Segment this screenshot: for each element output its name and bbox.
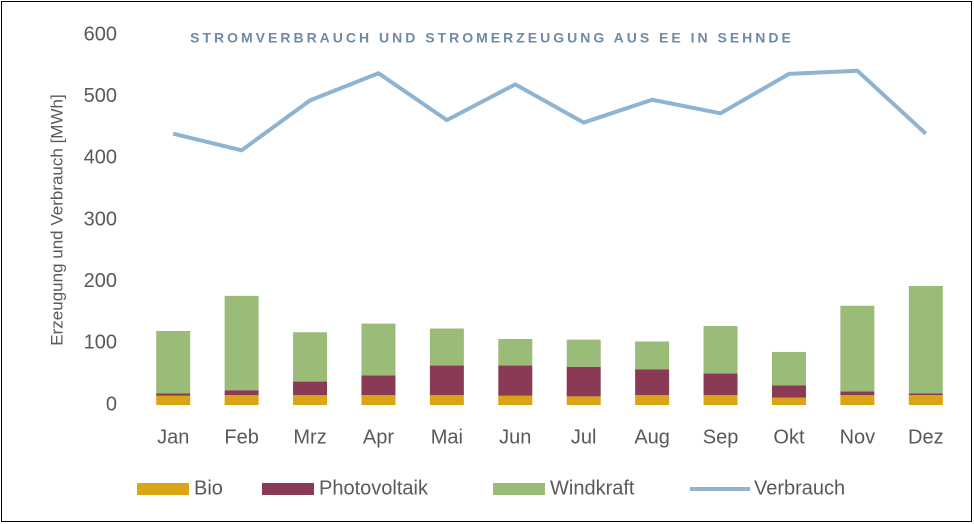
bar-segment <box>156 393 191 396</box>
x-tick-label: Jul <box>571 426 597 448</box>
bar-segment <box>156 331 191 394</box>
bar-segment <box>840 391 875 396</box>
bar-segment <box>566 366 601 397</box>
bar-segment <box>156 395 191 405</box>
bar-segment <box>908 395 943 405</box>
bar-segment <box>429 365 464 396</box>
legend-label: Verbrauch <box>754 477 845 499</box>
bar-segment <box>429 395 464 405</box>
bar-segment <box>293 395 328 405</box>
bar-segment <box>224 390 259 396</box>
x-tick-label: Jan <box>157 426 189 448</box>
bar-segment <box>498 395 533 405</box>
legend-swatch <box>262 483 314 495</box>
legend-swatch <box>137 483 189 495</box>
bar-segment <box>293 332 328 382</box>
bar-segment <box>566 339 601 367</box>
x-tick-label: Jun <box>499 426 531 448</box>
bar-segment <box>498 365 533 396</box>
bar-segment <box>840 395 875 405</box>
x-tick-label: Nov <box>840 426 876 448</box>
bar-segment <box>703 395 738 405</box>
y-tick-label: 400 <box>84 147 117 169</box>
bar-segment <box>293 381 328 396</box>
chart-title: STROMVERBRAUCH UND STROMERZEUGUNG AUS EE… <box>190 30 794 46</box>
bar-segment <box>635 369 670 396</box>
bar-segment <box>771 397 806 405</box>
bar-segment <box>498 339 533 366</box>
y-tick-label: 0 <box>106 393 117 415</box>
x-tick-label: Aug <box>634 426 670 448</box>
x-tick-label: Feb <box>224 426 258 448</box>
legend-label: Photovoltaik <box>319 477 429 499</box>
y-tick-label: 300 <box>84 208 117 230</box>
x-tick-label: Mai <box>431 426 463 448</box>
y-tick-label: 500 <box>84 85 117 107</box>
bar-segment <box>429 328 464 366</box>
bar-segment <box>224 395 259 405</box>
bar-segment <box>908 285 943 394</box>
y-tick-label: 600 <box>84 23 117 45</box>
y-tick-label: 100 <box>84 332 117 354</box>
y-axis-label: Erzeugung und Verbrauch [MWh] <box>47 94 66 345</box>
bar-segment <box>771 351 806 386</box>
x-tick-label: Apr <box>363 426 394 448</box>
bar-segment <box>224 295 259 391</box>
bar-segment <box>361 395 396 405</box>
bar-segment <box>703 326 738 374</box>
line-series <box>172 68 928 153</box>
bar-segment <box>703 373 738 396</box>
bar-segment <box>361 375 396 396</box>
bar-segment <box>908 393 943 396</box>
bar-segment <box>840 305 875 392</box>
legend-label: Bio <box>194 477 223 499</box>
x-tick-label: Sep <box>703 426 739 448</box>
bar-segment <box>635 341 670 370</box>
x-tick-label: Mrz <box>293 426 326 448</box>
bar-segment <box>566 396 601 405</box>
bar-segment <box>771 385 806 398</box>
x-tick-label: Okt <box>773 426 805 448</box>
title-background <box>150 26 840 50</box>
y-tick-label: 200 <box>84 270 117 292</box>
x-tick-label: Dez <box>908 426 944 448</box>
legend-label: Windkraft <box>550 477 635 499</box>
bar-segment <box>361 323 396 376</box>
bar-segment <box>635 395 670 405</box>
legend-swatch <box>493 483 545 495</box>
